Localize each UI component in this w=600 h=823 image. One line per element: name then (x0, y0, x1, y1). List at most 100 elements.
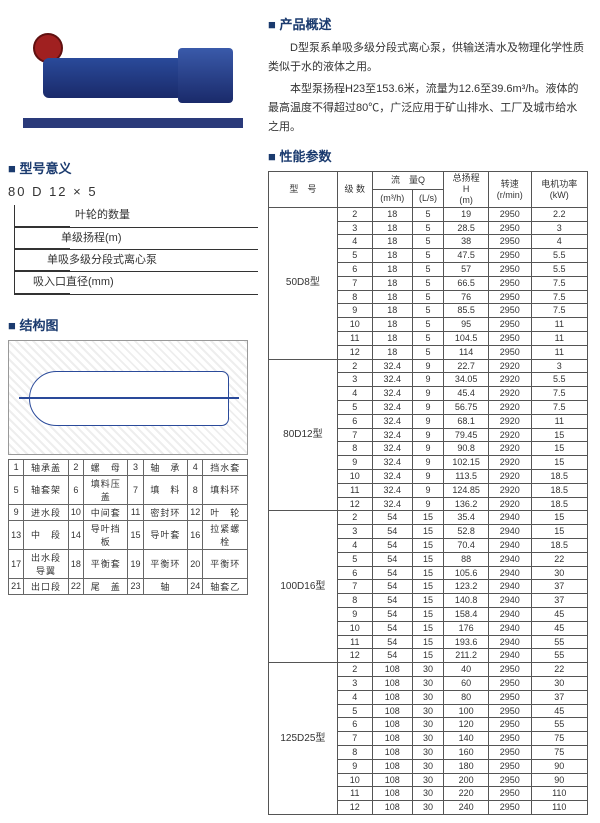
perf-cell: 108 (372, 732, 412, 746)
perf-cell: 35.4 (444, 511, 489, 525)
perf-cell: 11 (531, 414, 587, 428)
perf-cell: 15 (412, 511, 444, 525)
performance-table: 型 号 级 数 流 量Q 总扬程H(m) 转速(r/min) 电机功率(kW) … (268, 171, 588, 814)
perf-cell: 11 (337, 787, 372, 801)
perf-cell: 2950 (488, 801, 531, 815)
perf-cell: 70.4 (444, 538, 489, 552)
perf-cell: 60 (444, 676, 489, 690)
perf-cell: 32.4 (372, 359, 412, 373)
perf-cell: 30 (412, 759, 444, 773)
perf-cell: 32.4 (372, 387, 412, 401)
model-line: 单吸多级分段式离心泵 (15, 250, 258, 272)
perf-cell: 38 (444, 235, 489, 249)
perf-cell: 54 (372, 594, 412, 608)
perf-cell: 5 (412, 207, 444, 221)
perf-cell: 54 (372, 621, 412, 635)
part-name: 挡水套 (203, 459, 248, 475)
perf-cell: 18.5 (531, 483, 587, 497)
perf-cell: 30 (412, 704, 444, 718)
perf-cell: 2920 (488, 442, 531, 456)
perf-cell: 54 (372, 635, 412, 649)
perf-cell: 12 (337, 497, 372, 511)
perf-cell: 108 (372, 676, 412, 690)
part-number: 14 (68, 520, 83, 549)
perf-cell: 2950 (488, 704, 531, 718)
perf-cell: 140.8 (444, 594, 489, 608)
perf-cell: 2950 (488, 745, 531, 759)
part-name: 出水段导翼 (24, 549, 69, 578)
perf-cell: 56.75 (444, 400, 489, 414)
perf-cell: 2920 (488, 428, 531, 442)
perf-model-cell: 50D8型 (269, 207, 338, 359)
perf-cell: 3 (531, 359, 587, 373)
part-name: 导叶套 (143, 520, 188, 549)
perf-cell: 55 (531, 635, 587, 649)
part-number: 22 (68, 578, 83, 594)
perf-cell: 10 (337, 773, 372, 787)
perf-cell: 54 (372, 552, 412, 566)
part-name: 平衡环 (143, 549, 188, 578)
part-name: 螺 母 (83, 459, 128, 475)
perf-cell: 11 (531, 318, 587, 332)
perf-cell: 108 (372, 718, 412, 732)
perf-cell: 9 (412, 483, 444, 497)
part-number: 9 (9, 504, 24, 520)
perf-cell: 180 (444, 759, 489, 773)
model-line: 单级扬程(m) (15, 228, 258, 250)
perf-cell: 8 (337, 594, 372, 608)
perf-cell: 108 (372, 759, 412, 773)
perf-cell: 2920 (488, 469, 531, 483)
perf-cell: 9 (412, 469, 444, 483)
perf-cell: 2940 (488, 649, 531, 663)
perf-cell: 2 (337, 511, 372, 525)
perf-cell: 2 (337, 359, 372, 373)
perf-cell: 15 (531, 525, 587, 539)
perf-cell: 45.4 (444, 387, 489, 401)
perf-cell: 18.5 (531, 469, 587, 483)
perf-cell: 15 (531, 442, 587, 456)
perf-cell: 5 (412, 276, 444, 290)
perf-cell: 75 (531, 732, 587, 746)
perf-cell: 5 (412, 318, 444, 332)
perf-cell: 2950 (488, 332, 531, 346)
perf-cell: 15 (412, 607, 444, 621)
perf-cell: 4 (337, 387, 372, 401)
perf-cell: 9 (337, 304, 372, 318)
perf-cell: 108 (372, 704, 412, 718)
perf-cell: 15 (412, 580, 444, 594)
perf-cell: 7.5 (531, 387, 587, 401)
perf-cell: 2920 (488, 400, 531, 414)
perf-cell: 108 (372, 745, 412, 759)
perf-cell: 7.5 (531, 400, 587, 414)
perf-cell: 2 (337, 207, 372, 221)
perf-cell: 54 (372, 580, 412, 594)
perf-cell: 2950 (488, 249, 531, 263)
perf-cell: 9 (412, 456, 444, 470)
perf-cell: 22.7 (444, 359, 489, 373)
part-number: 18 (68, 549, 83, 578)
perf-cell: 37 (531, 690, 587, 704)
perf-cell: 15 (531, 428, 587, 442)
perf-cell: 10 (337, 469, 372, 483)
perf-cell: 5 (412, 290, 444, 304)
perf-cell: 9 (412, 428, 444, 442)
perf-cell: 5.5 (531, 249, 587, 263)
perf-cell: 32.4 (372, 497, 412, 511)
part-number: 3 (128, 459, 143, 475)
perf-cell: 45 (531, 607, 587, 621)
perf-row: 50D8型21851929502.2 (269, 207, 588, 221)
part-number: 17 (9, 549, 24, 578)
perf-cell: 54 (372, 649, 412, 663)
perf-cell: 5.5 (531, 263, 587, 277)
perf-cell: 8 (337, 745, 372, 759)
perf-cell: 4 (337, 235, 372, 249)
perf-cell: 5 (412, 221, 444, 235)
perf-cell: 30 (412, 690, 444, 704)
perf-cell: 5 (412, 249, 444, 263)
perf-cell: 3 (531, 221, 587, 235)
perf-cell: 108 (372, 663, 412, 677)
perf-cell: 2940 (488, 635, 531, 649)
perf-cell: 9 (412, 387, 444, 401)
perf-cell: 110 (531, 801, 587, 815)
perf-cell: 11 (531, 332, 587, 346)
